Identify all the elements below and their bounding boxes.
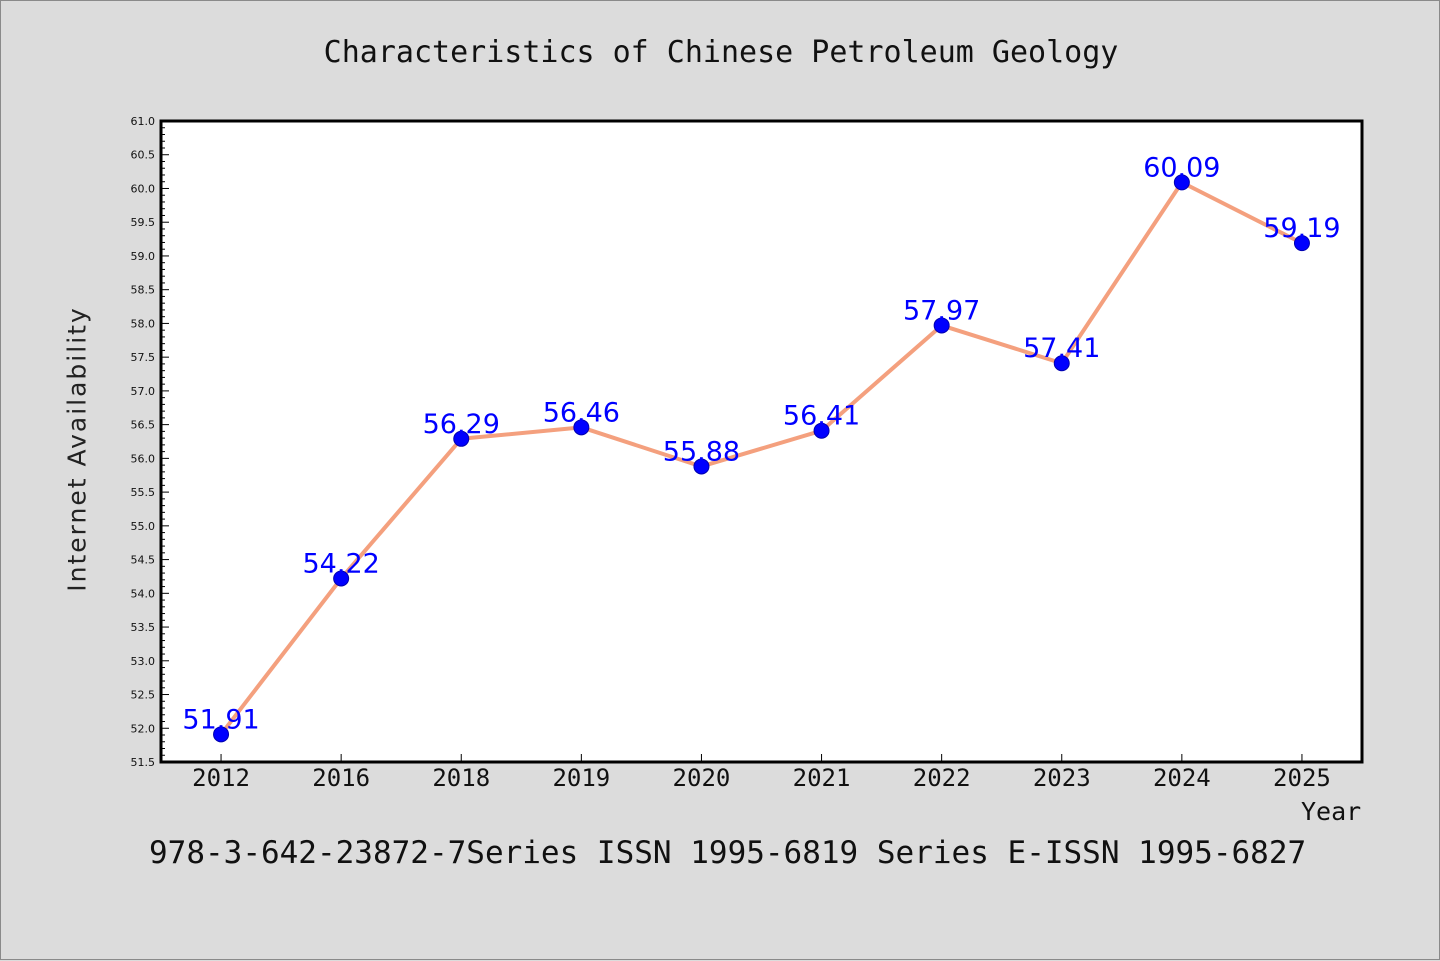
x-tick-label: 2021 [793, 764, 851, 792]
x-tick-label: 2020 [673, 764, 731, 792]
y-tick-label: 60.0 [131, 182, 156, 195]
y-tick-label: 61.0 [131, 115, 156, 128]
data-point [1293, 235, 1310, 252]
y-tick-label: 58.5 [131, 284, 156, 297]
x-tick-label: 2012 [192, 764, 250, 792]
y-tick-label: 54.0 [131, 587, 156, 600]
data-point [213, 726, 230, 743]
data-label: 56.41 [783, 401, 860, 432]
y-tick-label: 59.5 [131, 216, 156, 229]
y-tick-label: 57.0 [131, 385, 156, 398]
plot-area [161, 121, 1362, 762]
data-point [813, 422, 830, 439]
data-label: 60.09 [1143, 152, 1220, 183]
y-tick-label: 54.5 [131, 554, 156, 567]
chart-title: Characteristics of Chinese Petroleum Geo… [323, 35, 1119, 70]
x-tick-label: 2022 [913, 764, 971, 792]
x-tick-label: 2018 [432, 764, 490, 792]
y-tick-label: 58.0 [131, 317, 156, 330]
y-tick-label: 55.5 [131, 486, 156, 499]
data-label: 51.91 [182, 704, 259, 735]
data-point [573, 419, 590, 436]
data-point [693, 458, 710, 475]
plot-frame [159, 119, 1364, 764]
data-label: 56.29 [423, 409, 500, 440]
data-point [1173, 174, 1190, 191]
data-label: 54.22 [303, 548, 380, 579]
isbn-footer: 978-3-642-23872-7Series ISSN 1995-6819 S… [149, 835, 1307, 871]
y-tick-label: 56.0 [131, 452, 156, 465]
y-tick-label: 53.0 [131, 655, 156, 668]
x-axis-label: Year [1301, 797, 1362, 826]
data-label: 56.46 [543, 397, 620, 428]
x-tick-label: 2023 [1033, 764, 1091, 792]
y-tick-label: 59.0 [131, 250, 156, 263]
y-tick-label: 57.5 [131, 351, 156, 364]
y-tick-label: 60.5 [131, 149, 156, 162]
data-point [453, 430, 470, 447]
data-label: 57.41 [1023, 333, 1100, 364]
data-point [1053, 355, 1070, 372]
data-label: 57.97 [903, 295, 980, 326]
x-tick-label: 2016 [312, 764, 370, 792]
data-label: 59.19 [1263, 213, 1340, 244]
x-tick-label: 2019 [552, 764, 610, 792]
data-point [333, 570, 350, 587]
x-tick-label: 2024 [1153, 764, 1211, 792]
y-tick-label: 52.0 [131, 722, 156, 735]
series-line [219, 180, 1304, 737]
y-tick-label: 51.5 [131, 756, 156, 769]
x-tick-label: 2025 [1273, 764, 1331, 792]
data-point [933, 317, 950, 334]
y-tick-label: 56.5 [131, 419, 156, 432]
y-tick-label: 53.5 [131, 621, 156, 634]
data-label: 55.88 [663, 436, 740, 467]
y-tick-label: 55.0 [131, 520, 156, 533]
y-tick-label: 52.5 [131, 689, 156, 702]
